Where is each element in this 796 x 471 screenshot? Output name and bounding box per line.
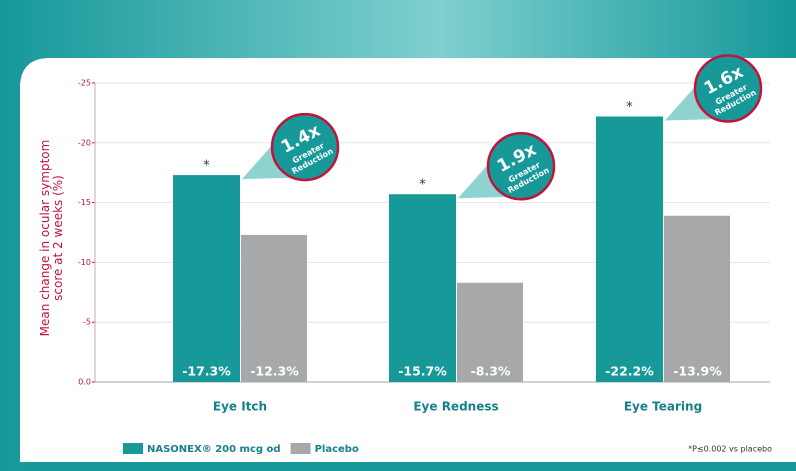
value-label: -12.3% — [250, 364, 299, 379]
callout-circle — [270, 112, 340, 182]
value-label: -22.2% — [605, 364, 654, 379]
x-tick-label: Eye Tearing — [624, 400, 702, 414]
significance-marker: * — [626, 100, 633, 115]
legend-label: NASONEX® 200 mcg od — [147, 444, 281, 455]
bar — [457, 282, 523, 382]
footnote: *P≤0.002 vs placebo — [688, 445, 772, 454]
significance-marker: * — [419, 178, 426, 193]
value-label: -8.3% — [471, 364, 511, 379]
bar — [596, 116, 663, 382]
legend-swatch — [123, 443, 143, 454]
callout-circle — [486, 131, 556, 201]
significance-marker: * — [203, 159, 210, 174]
bar — [664, 215, 730, 382]
y-tick-label: -5 — [83, 318, 91, 327]
value-label: -13.9% — [673, 364, 722, 379]
y-tick-label: -15 — [78, 198, 91, 207]
value-label: -15.7% — [398, 364, 447, 379]
bar — [389, 194, 456, 382]
y-label-line: Mean change in ocular symptom — [38, 140, 52, 337]
y-tick-label: -20 — [78, 138, 91, 147]
y-tick-label: -25 — [78, 79, 91, 88]
legend-label: Placebo — [315, 444, 359, 455]
bar — [173, 175, 240, 382]
y-tick-label: 0.0 — [78, 378, 91, 387]
y-label-line: score at 2 weeks (%) — [51, 175, 65, 301]
callout-circle — [693, 54, 763, 123]
bottom-strip — [20, 462, 796, 471]
bar — [241, 234, 307, 382]
y-tick-label: -10 — [78, 258, 91, 267]
y-axis-label: Mean change in ocular symptom score at 2 … — [38, 140, 65, 337]
value-label: -17.3% — [182, 364, 231, 379]
x-tick-label: Eye Redness — [413, 400, 498, 414]
legend-swatch — [290, 443, 311, 454]
x-tick-label: Eye Itch — [213, 400, 267, 414]
